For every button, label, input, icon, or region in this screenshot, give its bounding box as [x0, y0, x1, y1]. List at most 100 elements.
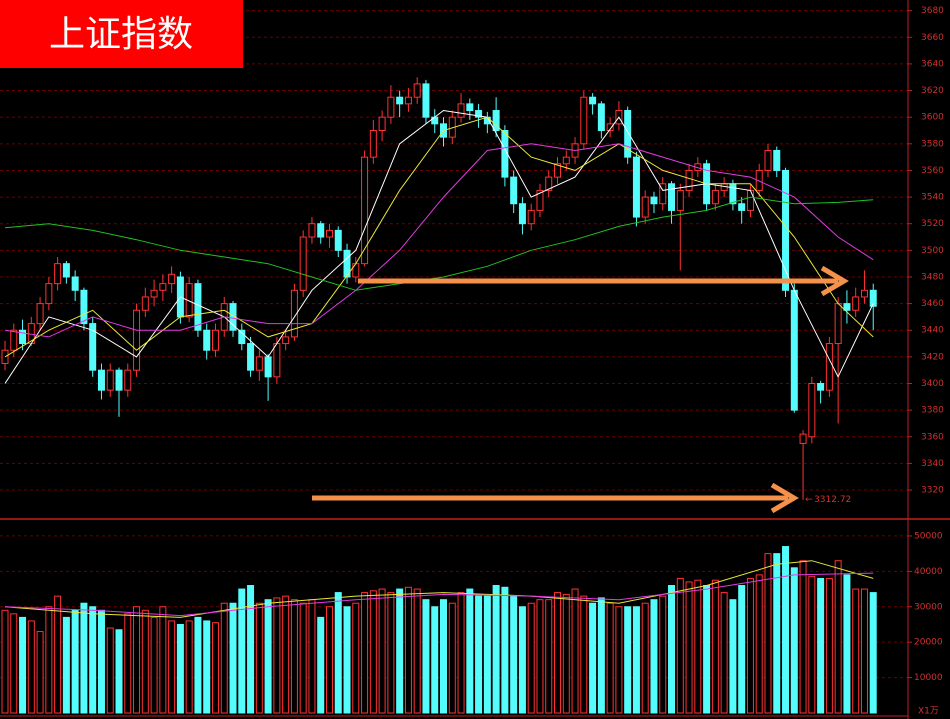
- candle-body: [746, 189, 754, 211]
- volume-bar: [808, 576, 816, 714]
- volume-bar: [562, 593, 570, 714]
- volume-bar: [369, 590, 377, 714]
- volume-bar: [422, 599, 430, 714]
- candle-body: [36, 303, 44, 325]
- y-tick-label: 3680: [921, 6, 944, 16]
- candle-body: [71, 276, 79, 291]
- volume-bar: [746, 577, 754, 714]
- volume-bar: [825, 577, 833, 714]
- candle-body: [282, 336, 290, 345]
- candle-body: [624, 110, 632, 158]
- candle-body: [89, 323, 97, 371]
- y-tick-label: 20000: [914, 638, 943, 648]
- volume-bar: [466, 588, 474, 714]
- candle-body: [843, 303, 851, 311]
- y-tick-label: 3400: [921, 379, 944, 389]
- volume-bar: [220, 602, 228, 714]
- volume-bar: [545, 599, 553, 714]
- volume-bar: [133, 606, 141, 714]
- candle-body: [799, 433, 807, 444]
- arrow-upper: [358, 265, 849, 297]
- candle-body: [860, 289, 868, 298]
- candle-body: [632, 156, 640, 218]
- candle-body: [378, 116, 386, 131]
- volume-bar: [89, 606, 97, 714]
- volume-bar: [396, 588, 404, 714]
- volume-bar: [97, 609, 105, 714]
- candle-body: [492, 110, 500, 131]
- candle-body: [19, 329, 27, 345]
- volume-bar: [615, 606, 623, 714]
- candle-body: [764, 149, 772, 171]
- volume-bar: [852, 588, 860, 714]
- volume-bar: [159, 606, 167, 714]
- volume-bar: [255, 602, 263, 714]
- candle-body: [738, 203, 746, 211]
- candle-body: [10, 329, 18, 351]
- y-tick-label: 50000: [914, 531, 943, 541]
- y-tick-label: 3620: [921, 86, 944, 96]
- volume-bar: [19, 616, 27, 714]
- volume-bar: [597, 597, 605, 714]
- volume-bar: [527, 602, 535, 714]
- candle-body: [641, 196, 649, 218]
- volume-bar: [554, 592, 562, 714]
- arrow-lower: [312, 482, 799, 514]
- volume-bar: [36, 631, 44, 714]
- moving-average: [4, 116, 874, 358]
- y-tick-label: 3580: [921, 139, 944, 149]
- volume-bar: [799, 560, 807, 714]
- candle-body: [273, 343, 281, 378]
- candle-body: [352, 263, 360, 278]
- volume-bar: [115, 629, 123, 714]
- volume-unit: X1万: [918, 707, 939, 717]
- volume-bar: [685, 581, 693, 714]
- volume-bar: [659, 595, 667, 714]
- volume-bar: [247, 585, 255, 714]
- low-arrow: ←: [805, 495, 813, 505]
- candle-body: [308, 223, 316, 238]
- candle-body: [676, 189, 684, 211]
- volume-bar: [501, 586, 509, 714]
- candle-body: [185, 283, 193, 318]
- y-tick-label: 3320: [921, 486, 944, 496]
- candle-body: [203, 329, 211, 351]
- candle-body: [299, 236, 307, 291]
- volume-bar: [203, 620, 211, 714]
- y-tick-label: 3440: [921, 326, 944, 336]
- volume-bar: [536, 599, 544, 714]
- title-box: [0, 0, 243, 68]
- moving-average: [4, 143, 874, 338]
- candle-body: [97, 369, 105, 391]
- candle-body: [387, 96, 395, 118]
- volume-bar: [843, 574, 851, 714]
- volume-bar: [703, 585, 711, 714]
- volume-bar: [589, 602, 597, 714]
- candle-body: [852, 296, 860, 311]
- y-tick-label: 3500: [921, 246, 944, 256]
- candle-body: [589, 96, 597, 105]
- volume-bar: [475, 595, 483, 714]
- candle-body: [124, 369, 132, 391]
- volume-bar: [378, 588, 386, 714]
- y-tick-label: 40000: [914, 567, 943, 577]
- y-tick-label: 3360: [921, 432, 944, 442]
- candle-body: [264, 356, 272, 378]
- candle-body: [518, 203, 526, 225]
- volume-bar: [238, 588, 246, 714]
- y-tick-label: 3640: [921, 59, 944, 69]
- volume-bar: [571, 588, 579, 714]
- volume-bar: [62, 616, 70, 714]
- candle-body: [150, 289, 158, 298]
- volume-bar: [404, 586, 412, 714]
- chart-title: 上证指数: [49, 14, 193, 55]
- volume-bar: [361, 592, 369, 714]
- volume-bar: [483, 595, 491, 714]
- volume-bar: [650, 599, 658, 714]
- volume-bar: [510, 595, 518, 714]
- volume-bar: [264, 599, 272, 714]
- candle-body: [325, 229, 333, 238]
- y-tick-label: 3480: [921, 272, 944, 282]
- y-tick-label: 3560: [921, 166, 944, 176]
